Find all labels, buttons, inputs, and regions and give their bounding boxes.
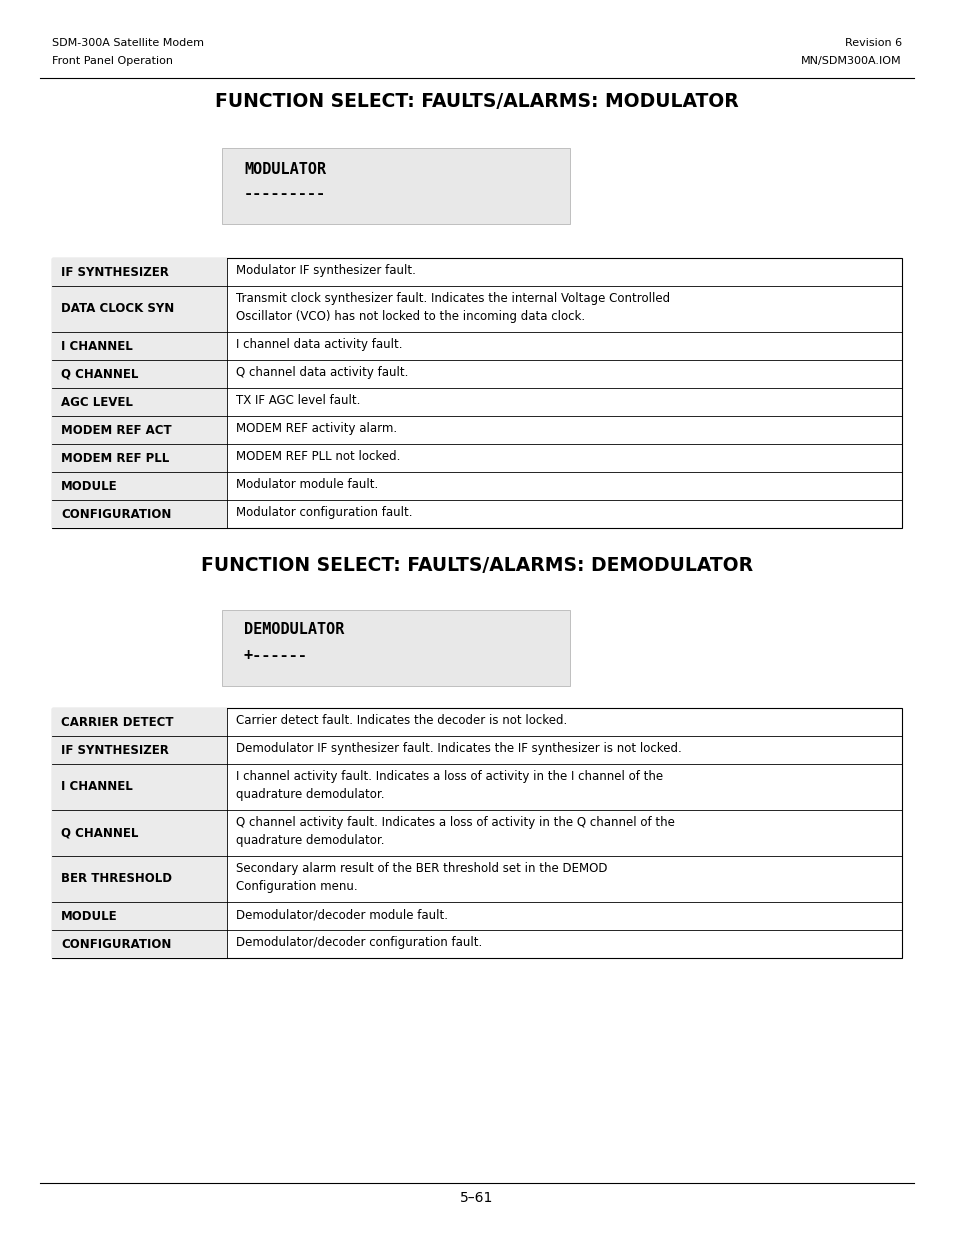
Bar (52, 445, 227, 472)
Text: Transmit clock synthesizer fault. Indicates the internal Voltage Controlled
Osci: Transmit clock synthesizer fault. Indica… (235, 291, 669, 324)
Bar (52, 332, 227, 359)
Text: BER THRESHOLD: BER THRESHOLD (61, 872, 172, 885)
Text: Q channel activity fault. Indicates a loss of activity in the Q channel of the
q: Q channel activity fault. Indicates a lo… (235, 816, 674, 847)
Text: CONFIGURATION: CONFIGURATION (61, 508, 172, 520)
Bar (52, 258, 901, 529)
Text: CONFIGURATION: CONFIGURATION (61, 937, 172, 951)
Bar (52, 902, 227, 930)
Text: I CHANNEL: I CHANNEL (61, 340, 132, 352)
Text: Carrier detect fault. Indicates the decoder is not locked.: Carrier detect fault. Indicates the deco… (235, 714, 567, 727)
Text: MODULATOR: MODULATOR (244, 162, 326, 177)
Text: Modulator IF synthesizer fault.: Modulator IF synthesizer fault. (235, 264, 416, 277)
Text: 5–61: 5–61 (460, 1191, 493, 1205)
Bar (52, 258, 227, 287)
Text: FUNCTION SELECT: FAULTS/ALARMS: DEMODULATOR: FUNCTION SELECT: FAULTS/ALARMS: DEMODULA… (201, 556, 752, 576)
Text: Secondary alarm result of the BER threshold set in the DEMOD
Configuration menu.: Secondary alarm result of the BER thresh… (235, 862, 607, 893)
Text: SDM-300A Satellite Modem: SDM-300A Satellite Modem (52, 38, 204, 48)
Text: FUNCTION SELECT: FAULTS/ALARMS: MODULATOR: FUNCTION SELECT: FAULTS/ALARMS: MODULATO… (214, 91, 739, 111)
Bar (52, 930, 227, 958)
Text: MODEM REF PLL: MODEM REF PLL (61, 452, 169, 464)
Text: Demodulator/decoder configuration fault.: Demodulator/decoder configuration fault. (235, 936, 482, 948)
Text: MODULE: MODULE (61, 479, 117, 493)
Text: IF SYNTHESIZER: IF SYNTHESIZER (61, 266, 169, 279)
Text: AGC LEVEL: AGC LEVEL (61, 395, 132, 409)
Text: MODULE: MODULE (61, 909, 117, 923)
Text: DEMODULATOR: DEMODULATOR (244, 622, 344, 637)
Bar (52, 810, 227, 856)
Text: TX IF AGC level fault.: TX IF AGC level fault. (235, 394, 360, 408)
Bar (52, 472, 227, 500)
Bar (52, 416, 227, 445)
Bar (52, 708, 901, 958)
Text: I channel data activity fault.: I channel data activity fault. (235, 338, 402, 351)
Bar (52, 287, 227, 332)
Text: Modulator configuration fault.: Modulator configuration fault. (235, 506, 412, 519)
Text: MN/SDM300A.IOM: MN/SDM300A.IOM (801, 56, 901, 65)
Text: Demodulator IF synthesizer fault. Indicates the IF synthesizer is not locked.: Demodulator IF synthesizer fault. Indica… (235, 742, 681, 755)
Text: MODEM REF PLL not locked.: MODEM REF PLL not locked. (235, 450, 400, 463)
Bar (52, 500, 227, 529)
Text: IF SYNTHESIZER: IF SYNTHESIZER (61, 743, 169, 757)
Text: Q channel data activity fault.: Q channel data activity fault. (235, 366, 408, 379)
Text: Modulator module fault.: Modulator module fault. (235, 478, 377, 492)
Bar (52, 388, 227, 416)
Text: Q CHANNEL: Q CHANNEL (61, 826, 138, 840)
Text: Q CHANNEL: Q CHANNEL (61, 368, 138, 380)
Text: I channel activity fault. Indicates a loss of activity in the I channel of the
q: I channel activity fault. Indicates a lo… (235, 769, 662, 802)
Text: ---------: --------- (244, 186, 326, 201)
Text: Revision 6: Revision 6 (844, 38, 901, 48)
Text: I CHANNEL: I CHANNEL (61, 781, 132, 794)
Text: MODEM REF ACT: MODEM REF ACT (61, 424, 172, 436)
Text: CARRIER DETECT: CARRIER DETECT (61, 715, 173, 729)
Bar (52, 856, 227, 902)
Text: +------: +------ (244, 648, 308, 663)
Bar (52, 736, 227, 764)
Text: Front Panel Operation: Front Panel Operation (52, 56, 172, 65)
Bar (52, 764, 227, 810)
Text: DATA CLOCK SYN: DATA CLOCK SYN (61, 303, 174, 315)
Text: MODEM REF activity alarm.: MODEM REF activity alarm. (235, 422, 396, 435)
Bar (222, 148, 569, 224)
Text: Demodulator/decoder module fault.: Demodulator/decoder module fault. (235, 908, 448, 921)
Bar (222, 610, 569, 685)
Bar (52, 708, 227, 736)
Bar (52, 359, 227, 388)
